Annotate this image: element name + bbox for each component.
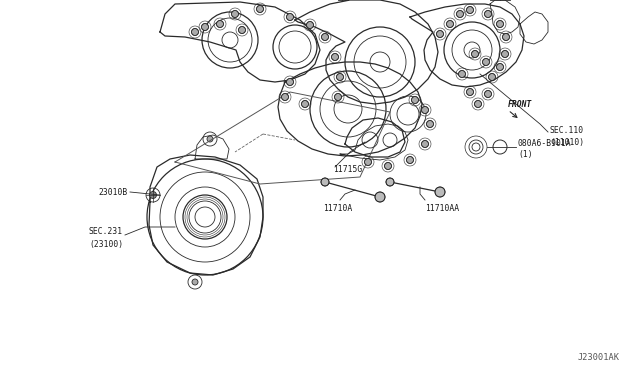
- Text: (1): (1): [518, 150, 532, 158]
- Circle shape: [447, 20, 454, 28]
- Circle shape: [257, 6, 264, 13]
- Text: (11010): (11010): [550, 138, 584, 147]
- Circle shape: [375, 192, 385, 202]
- Circle shape: [335, 93, 342, 100]
- Circle shape: [484, 10, 492, 17]
- Text: 080A6-B901A: 080A6-B901A: [518, 138, 572, 148]
- Circle shape: [301, 100, 308, 108]
- Circle shape: [483, 58, 490, 65]
- Text: FRONT: FRONT: [508, 99, 532, 109]
- Circle shape: [502, 51, 509, 58]
- Circle shape: [497, 64, 504, 71]
- Circle shape: [192, 279, 198, 285]
- Circle shape: [282, 93, 289, 100]
- Circle shape: [488, 74, 495, 80]
- Circle shape: [239, 26, 246, 33]
- Text: 11715G: 11715G: [333, 164, 362, 173]
- Circle shape: [436, 31, 444, 38]
- Text: J23001AK: J23001AK: [578, 353, 620, 362]
- Text: 11710AA: 11710AA: [425, 204, 459, 213]
- Circle shape: [406, 157, 413, 164]
- Text: 11710A: 11710A: [323, 204, 353, 213]
- Circle shape: [474, 100, 481, 108]
- Circle shape: [321, 33, 328, 41]
- Circle shape: [484, 90, 492, 97]
- Circle shape: [458, 71, 465, 77]
- Circle shape: [150, 192, 157, 199]
- Text: SEC.231: SEC.231: [89, 227, 123, 235]
- Circle shape: [337, 74, 344, 80]
- Circle shape: [412, 96, 419, 103]
- Circle shape: [232, 10, 239, 17]
- Circle shape: [502, 33, 509, 41]
- Circle shape: [216, 20, 223, 28]
- Circle shape: [307, 22, 314, 29]
- Circle shape: [207, 136, 213, 142]
- Circle shape: [385, 163, 392, 170]
- Circle shape: [287, 13, 294, 20]
- Circle shape: [467, 89, 474, 96]
- Circle shape: [191, 29, 198, 35]
- Text: SEC.110: SEC.110: [550, 125, 584, 135]
- Circle shape: [456, 10, 463, 17]
- Circle shape: [365, 158, 371, 166]
- Circle shape: [426, 121, 433, 128]
- Circle shape: [321, 178, 329, 186]
- Circle shape: [287, 78, 294, 86]
- Text: 23010B: 23010B: [99, 187, 128, 196]
- Circle shape: [472, 51, 479, 58]
- Circle shape: [332, 54, 339, 61]
- Text: (23100): (23100): [89, 241, 123, 250]
- Circle shape: [497, 20, 504, 28]
- Circle shape: [422, 141, 429, 148]
- Circle shape: [202, 23, 209, 31]
- Circle shape: [422, 106, 429, 113]
- Circle shape: [435, 187, 445, 197]
- Circle shape: [386, 178, 394, 186]
- Circle shape: [467, 6, 474, 13]
